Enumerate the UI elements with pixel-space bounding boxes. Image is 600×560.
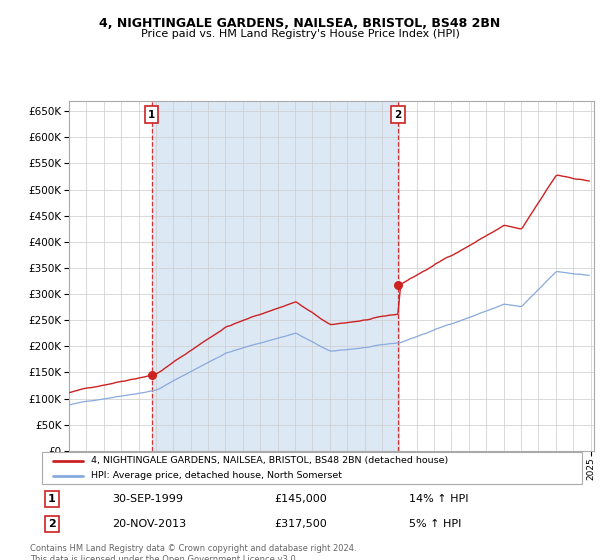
Text: 30-SEP-1999: 30-SEP-1999 bbox=[112, 494, 183, 504]
Text: 1: 1 bbox=[48, 494, 56, 504]
Point bbox=[147, 371, 157, 380]
Text: HPI: Average price, detached house, North Somerset: HPI: Average price, detached house, Nort… bbox=[91, 471, 341, 480]
Text: 4, NIGHTINGALE GARDENS, NAILSEA, BRISTOL, BS48 2BN (detached house): 4, NIGHTINGALE GARDENS, NAILSEA, BRISTOL… bbox=[91, 456, 448, 465]
Text: Price paid vs. HM Land Registry's House Price Index (HPI): Price paid vs. HM Land Registry's House … bbox=[140, 29, 460, 39]
Point bbox=[393, 281, 403, 290]
Text: £317,500: £317,500 bbox=[274, 519, 327, 529]
Text: 20-NOV-2013: 20-NOV-2013 bbox=[112, 519, 187, 529]
Text: 2: 2 bbox=[394, 110, 401, 119]
Text: 2: 2 bbox=[48, 519, 56, 529]
Text: 5% ↑ HPI: 5% ↑ HPI bbox=[409, 519, 461, 529]
Text: £145,000: £145,000 bbox=[274, 494, 327, 504]
Text: 4, NIGHTINGALE GARDENS, NAILSEA, BRISTOL, BS48 2BN: 4, NIGHTINGALE GARDENS, NAILSEA, BRISTOL… bbox=[100, 17, 500, 30]
Text: 1: 1 bbox=[148, 110, 155, 119]
Bar bbox=[152, 101, 398, 451]
Text: 14% ↑ HPI: 14% ↑ HPI bbox=[409, 494, 469, 504]
Text: Contains HM Land Registry data © Crown copyright and database right 2024.
This d: Contains HM Land Registry data © Crown c… bbox=[30, 544, 356, 560]
FancyBboxPatch shape bbox=[42, 452, 582, 484]
